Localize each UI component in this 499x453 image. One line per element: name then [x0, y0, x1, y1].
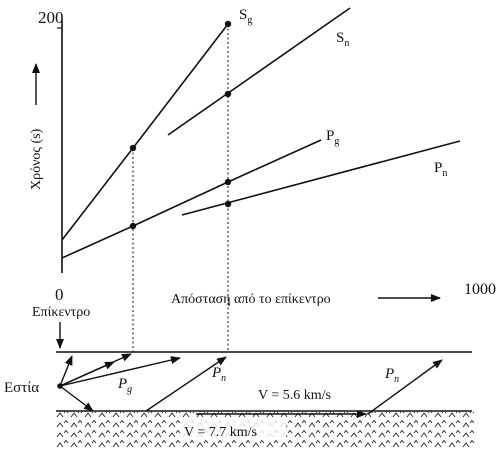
y-axis-label: Χρόνος (s) [29, 128, 44, 190]
x-axis-caption: Απόσταση από το επίκεντρο [171, 292, 331, 307]
ray-direct-2 [59, 361, 115, 387]
series-label-pg: Pg [326, 128, 339, 147]
ray-label-pn-1-main: P [211, 365, 221, 381]
ray-label-pn-2: Pn [384, 366, 399, 385]
series-label-sn-sub: n [344, 38, 349, 49]
series-label-sg-main: S [239, 7, 247, 23]
series-label-sg: Sg [239, 7, 252, 26]
lower-velocity-label: V = 7.7 km/s [184, 425, 257, 440]
series-label-pg-main: P [326, 128, 334, 144]
curve-pn [181, 140, 461, 216]
lower-velocity-backdrop [180, 420, 286, 440]
series-label-pn-sub: n [442, 168, 447, 179]
series-label-sn-main: S [336, 30, 344, 46]
focus-label: Εστία [4, 380, 39, 396]
series-label-pg-sub: g [334, 136, 339, 147]
ray-pn-up-2 [367, 359, 443, 415]
ray-down [59, 385, 94, 412]
ray-label-pn-1-sub: n [221, 373, 226, 384]
ray-label-pg: Pg [117, 376, 132, 395]
series-label-pn-main: P [434, 160, 442, 176]
curve-pg [61, 139, 322, 259]
ray-pn-up-1 [145, 356, 227, 412]
series-label-sg-sub: g [247, 15, 252, 26]
ray-label-pn-1: Pn [211, 365, 226, 384]
y-tick-label: 200 [38, 8, 64, 27]
ray-epicenter [59, 355, 73, 387]
epicenter-label: Επίκεντρο [32, 305, 90, 320]
series-label-sn: Sn [336, 30, 349, 49]
ray-label-pn-2-main: P [384, 366, 394, 382]
ray-label-pn-2-sub: n [394, 374, 399, 385]
point-sn-far [224, 90, 232, 98]
curve-sn [167, 7, 351, 136]
x-start-label: 0 [55, 285, 64, 304]
ray-label-pg-sub: g [127, 384, 132, 395]
x-end-label: 1000 [464, 281, 496, 298]
ray-label-pg-main: P [117, 376, 127, 392]
curve-sg [61, 23, 229, 241]
ray-direct-3 [59, 356, 181, 387]
series-label-pn: Pn [434, 160, 447, 179]
upper-velocity-label: V = 5.6 km/s [258, 388, 331, 403]
